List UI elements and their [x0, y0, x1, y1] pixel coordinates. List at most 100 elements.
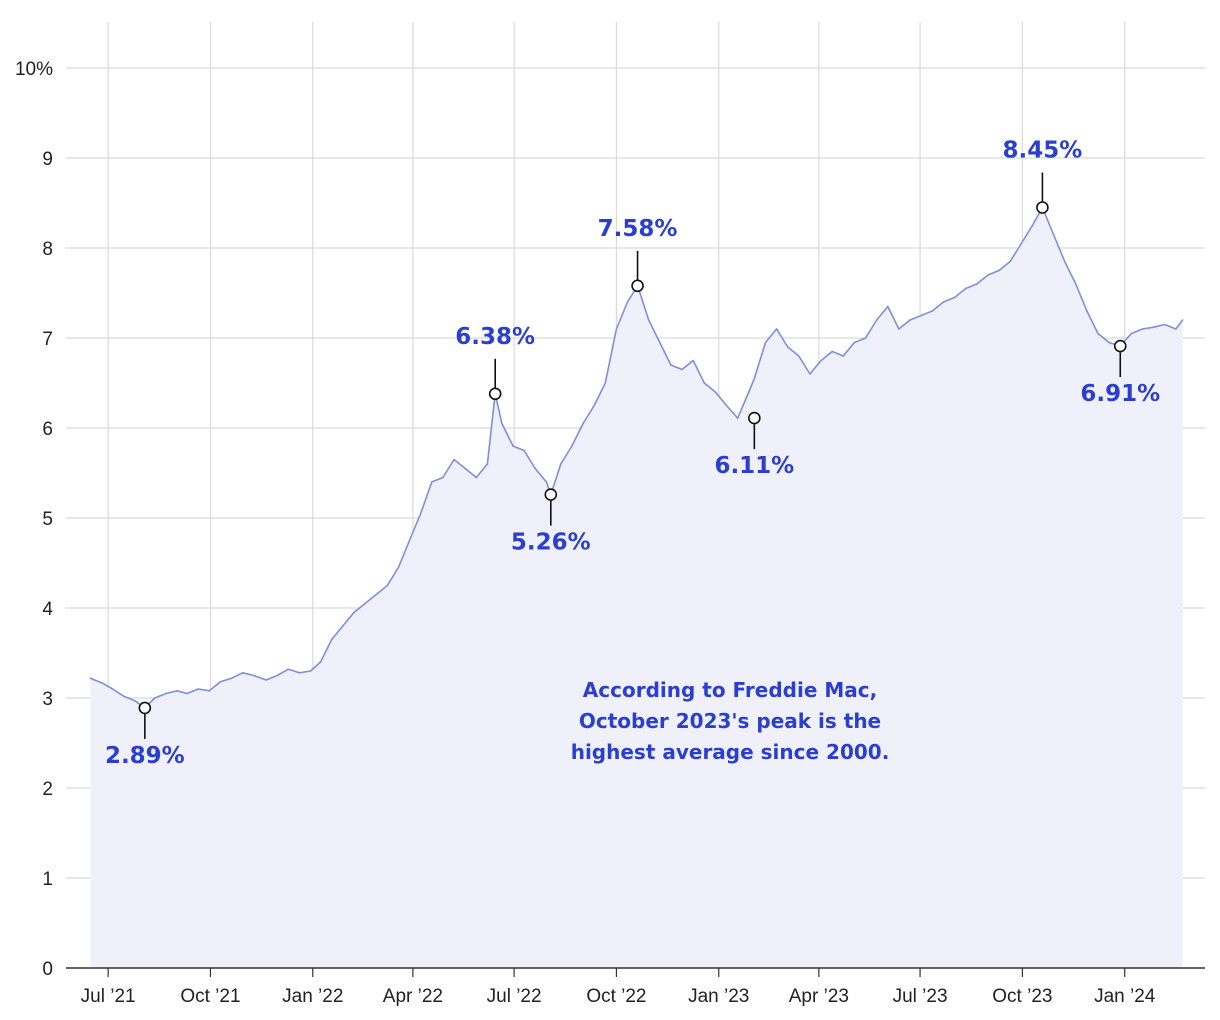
rate-point	[615, 328, 618, 330]
freddie-mac-note: According to Freddie Mac, October 2023's …	[571, 678, 890, 764]
rate-point	[582, 422, 584, 425]
rate-point	[909, 319, 911, 321]
y-tick-label: 4	[42, 599, 53, 620]
rate-point	[831, 350, 833, 353]
rate-series	[89, 206, 1184, 709]
rate-point	[419, 512, 422, 515]
annotation-label: 8.45%	[1003, 138, 1083, 164]
rate-point	[703, 382, 706, 384]
rate-point	[1075, 283, 1077, 285]
x-tick-label: Jul ’21	[81, 986, 136, 1007]
x-tick-label: Jul ’23	[893, 986, 948, 1007]
rate-point	[942, 301, 945, 303]
rate-point	[330, 638, 333, 641]
rate-point	[798, 355, 800, 357]
rate-point	[523, 449, 525, 452]
x-tick-label: Apr ’22	[383, 986, 443, 1007]
rate-point	[1052, 233, 1055, 236]
rate-point	[560, 463, 562, 465]
rate-point	[764, 341, 767, 344]
rate-point	[475, 476, 478, 479]
y-tick-label: 5	[42, 509, 53, 530]
annotation-label: 6.38%	[455, 324, 535, 350]
annotation-6.91%: 6.91%	[1080, 339, 1160, 407]
rate-point	[386, 584, 389, 587]
rate-point	[931, 310, 934, 312]
y-tick-label: 8	[42, 239, 53, 260]
rate-point	[820, 359, 822, 362]
rate-point	[1097, 332, 1099, 335]
x-tick-label: Jan ’23	[688, 986, 749, 1007]
rate-point	[501, 422, 503, 425]
rate-point	[309, 670, 312, 672]
rate-point	[1130, 332, 1133, 335]
rate-point	[748, 391, 750, 393]
rate-point	[364, 602, 366, 605]
rate-point	[1164, 323, 1166, 326]
rate-point	[1009, 260, 1011, 263]
rate-point	[964, 287, 967, 290]
rate-point	[276, 674, 279, 677]
rate-point	[208, 690, 211, 692]
annotation-marker	[488, 387, 502, 401]
rate-point	[486, 463, 489, 465]
annotations: 2.89% 6.38% 5.26% 7.58% 6.11% 8.45% 6.91%	[105, 138, 1160, 769]
rate-point	[670, 364, 672, 366]
rate-point	[786, 346, 789, 348]
rate-point	[453, 458, 455, 461]
rate-point	[875, 319, 878, 321]
rate-point	[431, 481, 433, 483]
annotation-marker	[1113, 339, 1127, 353]
rate-point	[681, 368, 683, 371]
rate-point	[998, 269, 1000, 272]
rate-point	[219, 681, 222, 683]
annotation-label: 5.26%	[511, 530, 591, 556]
rate-point	[753, 377, 756, 380]
rate-point	[604, 382, 607, 384]
rate-point	[725, 404, 728, 407]
rate-point	[287, 668, 290, 670]
rate-point	[1152, 326, 1155, 329]
rate-point	[920, 314, 922, 317]
annotation-marker	[138, 701, 152, 715]
rate-point	[1031, 224, 1034, 227]
axes: 0 1 2 3 4 5 6 7 8 9 10% Jul ’21 Oct ’21 Jan ’22 Apr ’2…	[15, 59, 1205, 1007]
rate-point	[626, 301, 629, 303]
rate-point	[593, 404, 595, 407]
rate-point	[953, 296, 956, 299]
rate-point	[375, 593, 378, 596]
rate-point	[186, 692, 188, 695]
rate-point	[464, 467, 467, 470]
note-line: October 2023's peak is the	[579, 709, 881, 733]
y-tick-label: 6	[42, 419, 53, 440]
rate-point	[545, 481, 548, 483]
rate-point	[887, 305, 889, 308]
annotation-label: 6.91%	[1080, 381, 1160, 407]
y-tick-label: 7	[42, 329, 53, 350]
rate-point	[842, 355, 845, 357]
annotation-label: 7.58%	[598, 216, 678, 242]
rate-point	[1086, 310, 1088, 312]
x-tick-label: Jan ’22	[282, 986, 343, 1007]
rate-point	[714, 391, 717, 393]
rate-point	[1063, 260, 1066, 263]
annotation-marker	[1036, 201, 1049, 214]
rate-point	[342, 625, 344, 627]
rate-point	[442, 476, 444, 479]
annotation-marker	[631, 279, 644, 293]
rate-point	[176, 690, 178, 692]
rate-point	[134, 699, 136, 702]
rate-point	[1108, 341, 1110, 344]
annotation-label: 6.11%	[714, 453, 794, 479]
rate-point	[692, 359, 694, 362]
rate-point	[165, 692, 167, 695]
rate-point	[397, 566, 400, 569]
x-tick-label: Jan ’24	[1094, 986, 1156, 1007]
rate-point	[89, 677, 92, 679]
annotation-6.11%: 6.11%	[714, 411, 794, 479]
rate-area	[90, 207, 1183, 968]
rate-point	[253, 674, 255, 677]
rate-point	[111, 688, 114, 690]
y-tick-label: 10%	[15, 59, 53, 80]
rate-point	[1141, 328, 1144, 330]
